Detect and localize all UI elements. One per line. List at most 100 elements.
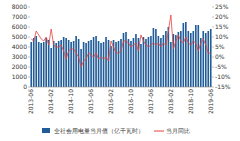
bar	[48, 40, 50, 87]
bar	[135, 34, 137, 87]
x-tick-label: 2016-02	[107, 89, 114, 114]
bar	[145, 39, 147, 87]
y-tick-label: 3000	[12, 53, 27, 60]
bar	[192, 31, 194, 87]
bar	[108, 40, 110, 87]
bar	[148, 37, 150, 87]
y2-tick	[212, 7, 214, 8]
bar	[35, 36, 37, 87]
bar	[53, 41, 55, 87]
y2-tick	[212, 77, 214, 78]
bar	[85, 43, 87, 87]
bar	[205, 33, 207, 87]
y2-tick-label: -10%	[215, 73, 231, 80]
y-tick	[28, 47, 30, 48]
bar	[40, 43, 42, 87]
y2-tick	[212, 17, 214, 18]
bar	[38, 42, 40, 87]
bar	[103, 42, 105, 87]
y-tick-label: 6000	[12, 23, 27, 30]
bar	[93, 37, 95, 87]
bar	[30, 42, 32, 87]
bar	[78, 39, 80, 87]
bar	[73, 41, 75, 87]
y-tick	[28, 67, 30, 68]
y2-tick-label: 5%	[215, 43, 225, 50]
y2-tick	[212, 37, 214, 38]
bar	[130, 41, 132, 87]
bar	[115, 42, 117, 87]
bar	[80, 49, 82, 87]
bar	[207, 31, 209, 87]
y-tick-label: 8000	[12, 3, 27, 10]
y-tick-label: 0	[23, 83, 27, 90]
legend-label: 当月同比	[166, 127, 190, 134]
y-tick-label: 1000	[12, 73, 27, 80]
y2-tick-label: 0%	[215, 53, 225, 60]
bar	[45, 38, 47, 87]
bar	[125, 32, 127, 87]
y-tick	[28, 7, 30, 8]
bar	[178, 32, 180, 87]
y2-tick-label: -5%	[215, 63, 227, 70]
y2-tick	[212, 47, 214, 48]
bar	[185, 22, 187, 87]
bar	[120, 39, 122, 87]
bar	[190, 33, 192, 87]
bar	[210, 29, 212, 87]
x-tick-label: 2018-02	[167, 89, 174, 114]
bar	[65, 38, 67, 87]
bar	[110, 46, 112, 87]
bar	[143, 37, 145, 87]
x-tick-label: 2017-06	[147, 89, 154, 114]
y-tick-label: 5000	[12, 33, 27, 40]
y2-tick	[212, 57, 214, 58]
bar	[95, 36, 97, 87]
y-tick	[28, 57, 30, 58]
bar	[50, 48, 52, 87]
bar	[100, 43, 102, 87]
legend-label: 全社会用电量当月值（亿千瓦时）	[54, 127, 144, 135]
bar	[63, 37, 65, 87]
bar	[58, 41, 60, 87]
x-tick-label: 2019-06	[207, 89, 214, 114]
bar	[105, 37, 107, 87]
bar	[140, 44, 142, 87]
plot-area	[30, 15, 211, 87]
x-tick-label: 2018-10	[187, 89, 194, 114]
y2-tick-label: 20%	[215, 13, 229, 20]
bar	[197, 25, 199, 87]
y2-tick-label: 10%	[215, 33, 229, 40]
bar	[83, 42, 85, 87]
bar	[170, 42, 172, 87]
legend-swatch	[42, 128, 50, 133]
y-tick	[28, 27, 30, 28]
legend-swatch	[154, 131, 164, 132]
y2-tick-label: -15%	[215, 83, 231, 90]
x-tick-label: 2014-02	[47, 89, 54, 114]
bar	[68, 40, 70, 87]
x-tick-label: 2015-06	[87, 89, 94, 114]
x-axis	[30, 87, 212, 88]
y-tick-label: 7000	[12, 13, 27, 20]
y2-tick	[212, 87, 214, 88]
x-tick-label: 2016-10	[127, 89, 134, 114]
y2-tick	[212, 67, 214, 68]
bar	[188, 31, 190, 87]
y-tick-label: 4000	[12, 43, 27, 50]
bar	[75, 36, 77, 87]
y-tick	[28, 37, 30, 38]
chart: 010002000300040005000600070008000-15%-10…	[0, 0, 240, 141]
bar	[88, 41, 90, 87]
bar	[195, 25, 197, 87]
y2-tick-label: 15%	[215, 23, 229, 30]
y2-tick	[212, 27, 214, 28]
bar	[98, 41, 100, 87]
bar	[33, 38, 35, 87]
x-tick-label: 2013-06	[27, 89, 34, 114]
bar	[150, 36, 152, 87]
y-tick	[28, 17, 30, 18]
bar	[165, 31, 167, 87]
bar	[183, 23, 185, 87]
bar	[128, 39, 130, 87]
